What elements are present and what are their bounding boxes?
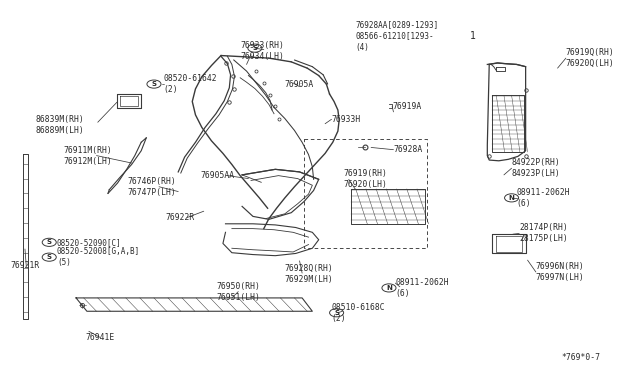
Text: 76950(RH)
76951(LH): 76950(RH) 76951(LH) <box>216 282 260 302</box>
Text: N: N <box>386 285 392 291</box>
Text: 08911-2062H
(6): 08911-2062H (6) <box>396 278 449 298</box>
Text: 76928Q(RH)
76929M(LH): 76928Q(RH) 76929M(LH) <box>284 264 333 284</box>
Text: 76919A: 76919A <box>392 102 421 111</box>
Text: S: S <box>47 239 52 245</box>
Text: N: N <box>509 195 515 201</box>
Text: 1: 1 <box>470 31 476 41</box>
Text: *769*0-7: *769*0-7 <box>561 353 600 362</box>
Text: S: S <box>334 310 339 316</box>
Text: 76919(RH)
76920(LH): 76919(RH) 76920(LH) <box>343 169 387 189</box>
Text: 08510-6168C
(2): 08510-6168C (2) <box>332 303 385 323</box>
Text: 76928AA[0289-1293]
08566-61210[1293-
(4): 76928AA[0289-1293] 08566-61210[1293- (4) <box>355 20 438 51</box>
Text: 76928A: 76928A <box>394 145 422 154</box>
Text: S: S <box>252 45 257 51</box>
Text: 28174P(RH)
28175P(LH): 28174P(RH) 28175P(LH) <box>519 224 568 244</box>
Text: 76905A: 76905A <box>285 80 314 89</box>
Text: 76921R: 76921R <box>10 261 40 270</box>
Text: S: S <box>152 81 156 87</box>
Text: 08520-61642
(2): 08520-61642 (2) <box>164 74 217 94</box>
Text: 76941E: 76941E <box>85 333 115 343</box>
Text: 76919Q(RH)
76920Q(LH): 76919Q(RH) 76920Q(LH) <box>566 48 614 68</box>
Text: 08911-2062H
(6): 08911-2062H (6) <box>516 188 570 208</box>
Text: 76905AA: 76905AA <box>200 171 235 180</box>
Text: 76933H: 76933H <box>332 115 361 124</box>
Text: 76911M(RH)
76912M(LH): 76911M(RH) 76912M(LH) <box>63 146 112 166</box>
Text: 08520-52008[G,A,B]
(5): 08520-52008[G,A,B] (5) <box>57 247 140 267</box>
Text: 76746P(RH)
76747P(LH): 76746P(RH) 76747P(LH) <box>127 177 176 197</box>
Text: 84922P(RH)
84923P(LH): 84922P(RH) 84923P(LH) <box>511 158 561 178</box>
Text: 76996N(RH)
76997N(LH): 76996N(RH) 76997N(LH) <box>536 262 584 282</box>
Text: 08520-52090[C]: 08520-52090[C] <box>57 238 122 247</box>
Text: 86839M(RH)
86889M(LH): 86839M(RH) 86889M(LH) <box>36 115 84 135</box>
Text: 76933(RH)
76934(LH): 76933(RH) 76934(LH) <box>240 41 284 61</box>
Text: S: S <box>47 254 52 260</box>
Text: 76922R: 76922R <box>166 213 195 222</box>
